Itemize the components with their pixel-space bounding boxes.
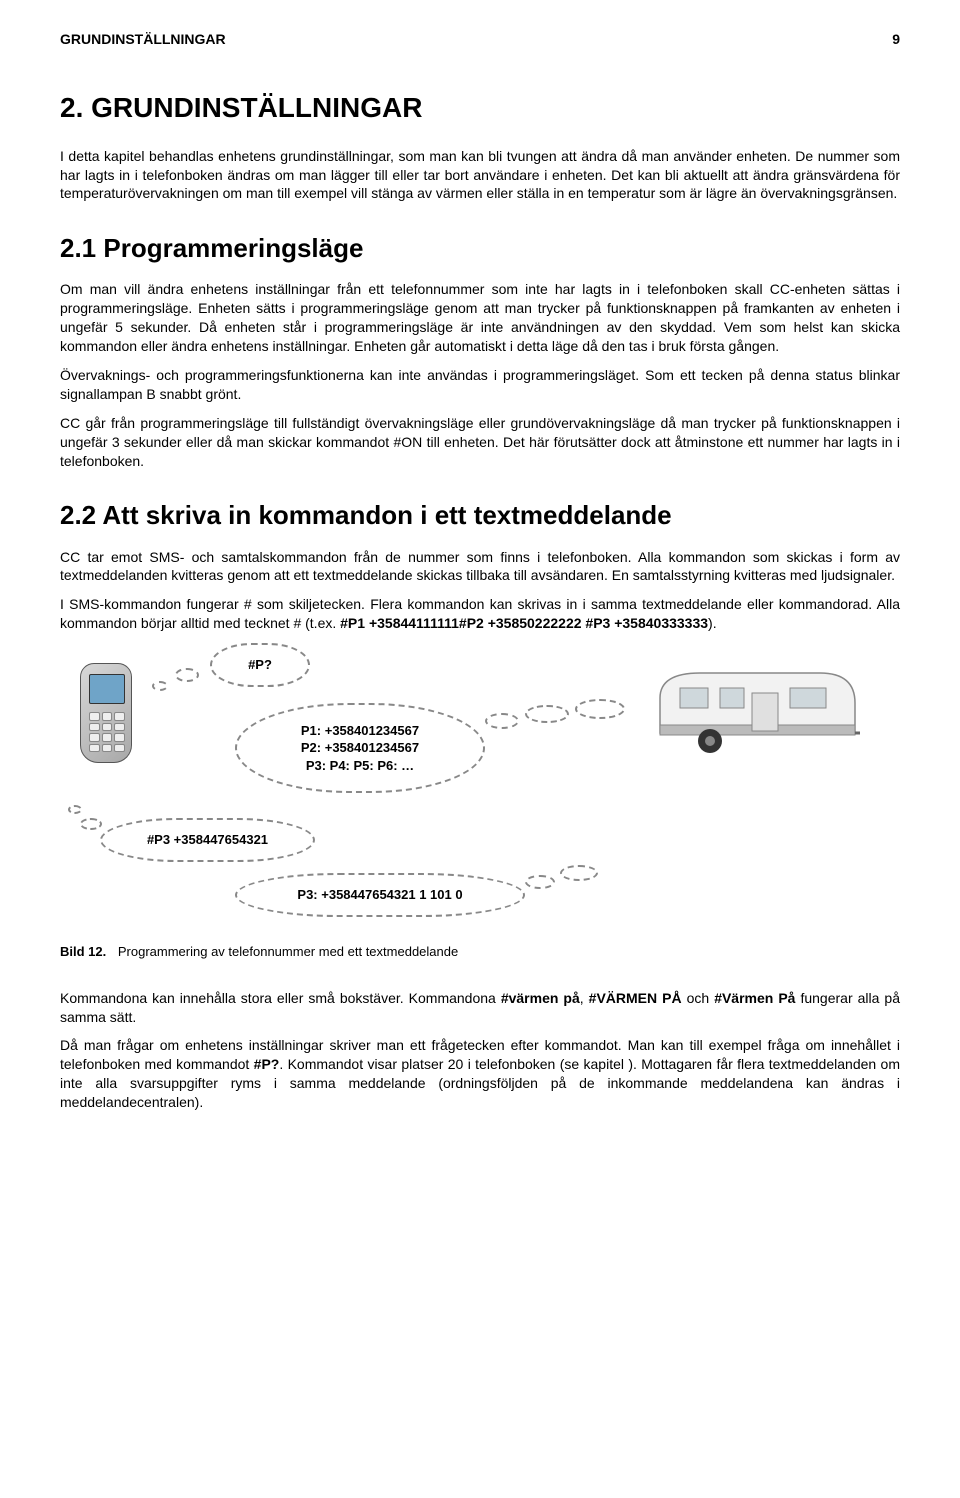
bubble-question-text: #P? xyxy=(248,656,272,674)
intro-paragraph: I detta kapitel behandlas enhetens grund… xyxy=(60,147,900,204)
bubble-tail xyxy=(485,713,519,729)
bubble-main-l1: P1: +358401234567 xyxy=(301,722,419,740)
bubble-tail xyxy=(68,805,82,814)
bubble-command: #P3 +358447654321 xyxy=(100,818,315,862)
sms-diagram: #P? P1: +358401234567 P2: +358401234567 … xyxy=(60,643,900,933)
s21-p2: Övervaknings- och programmeringsfunktion… xyxy=(60,366,900,404)
bubble-response-bottom: P3: +358447654321 1 101 0 xyxy=(235,873,525,917)
s22-p2-cmd: #P1 +35844111111#P2 +35850222222 #P3 +35… xyxy=(340,615,708,631)
s22-p4: Då man frågar om enhetens inställningar … xyxy=(60,1036,900,1112)
s21-p1: Om man vill ändra enhetens inställningar… xyxy=(60,280,900,356)
section-2-1-title: 2.1 Programmeringsläge xyxy=(60,231,900,266)
bubble-tail xyxy=(525,705,569,723)
section-2-2-title: 2.2 Att skriva in kommandon i ett textme… xyxy=(60,498,900,533)
s21-p3: CC går från programmeringsläge till full… xyxy=(60,414,900,471)
header-left: GRUNDINSTÄLLNINGAR xyxy=(60,30,226,49)
figure-caption: Bild 12. Programmering av telefonnummer … xyxy=(60,943,900,961)
section-2-2: 2.2 Att skriva in kommandon i ett textme… xyxy=(60,498,900,1112)
s22-p3: Kommandona kan innehålla stora eller små… xyxy=(60,989,900,1027)
chapter-title: 2. GRUNDINSTÄLLNINGAR xyxy=(60,89,900,127)
header-page-number: 9 xyxy=(892,30,900,49)
bubble-tail xyxy=(175,668,199,682)
page-header: GRUNDINSTÄLLNINGAR 9 xyxy=(60,30,900,49)
chapter-intro: I detta kapitel behandlas enhetens grund… xyxy=(60,147,900,204)
bubble-command-text: #P3 +358447654321 xyxy=(147,831,268,849)
bubble-main-l3: P3: P4: P5: P6: … xyxy=(306,757,414,775)
s22-p2-end: ). xyxy=(708,615,717,631)
section-2-1: 2.1 Programmeringsläge Om man vill ändra… xyxy=(60,231,900,470)
phone-icon xyxy=(80,663,132,763)
bubble-response-main: P1: +358401234567 P2: +358401234567 P3: … xyxy=(235,703,485,793)
bubble-tail xyxy=(525,875,555,889)
s22-p1: CC tar emot SMS- och samtalskommandon fr… xyxy=(60,548,900,586)
bubble-tail xyxy=(80,818,102,830)
bubble-tail xyxy=(152,681,168,691)
bubble-tail xyxy=(575,699,625,719)
bubble-question: #P? xyxy=(210,643,310,687)
s22-p2: I SMS-kommandon fungerar # som skiljetec… xyxy=(60,595,900,633)
caption-text: Programmering av telefonnummer med ett t… xyxy=(118,944,458,959)
bubble-main-l2: P2: +358401234567 xyxy=(301,739,419,757)
caption-label: Bild 12. xyxy=(60,944,106,959)
bubble-bottom-text: P3: +358447654321 1 101 0 xyxy=(297,886,462,904)
bubble-tail xyxy=(560,865,598,881)
caravan-icon xyxy=(650,663,860,758)
